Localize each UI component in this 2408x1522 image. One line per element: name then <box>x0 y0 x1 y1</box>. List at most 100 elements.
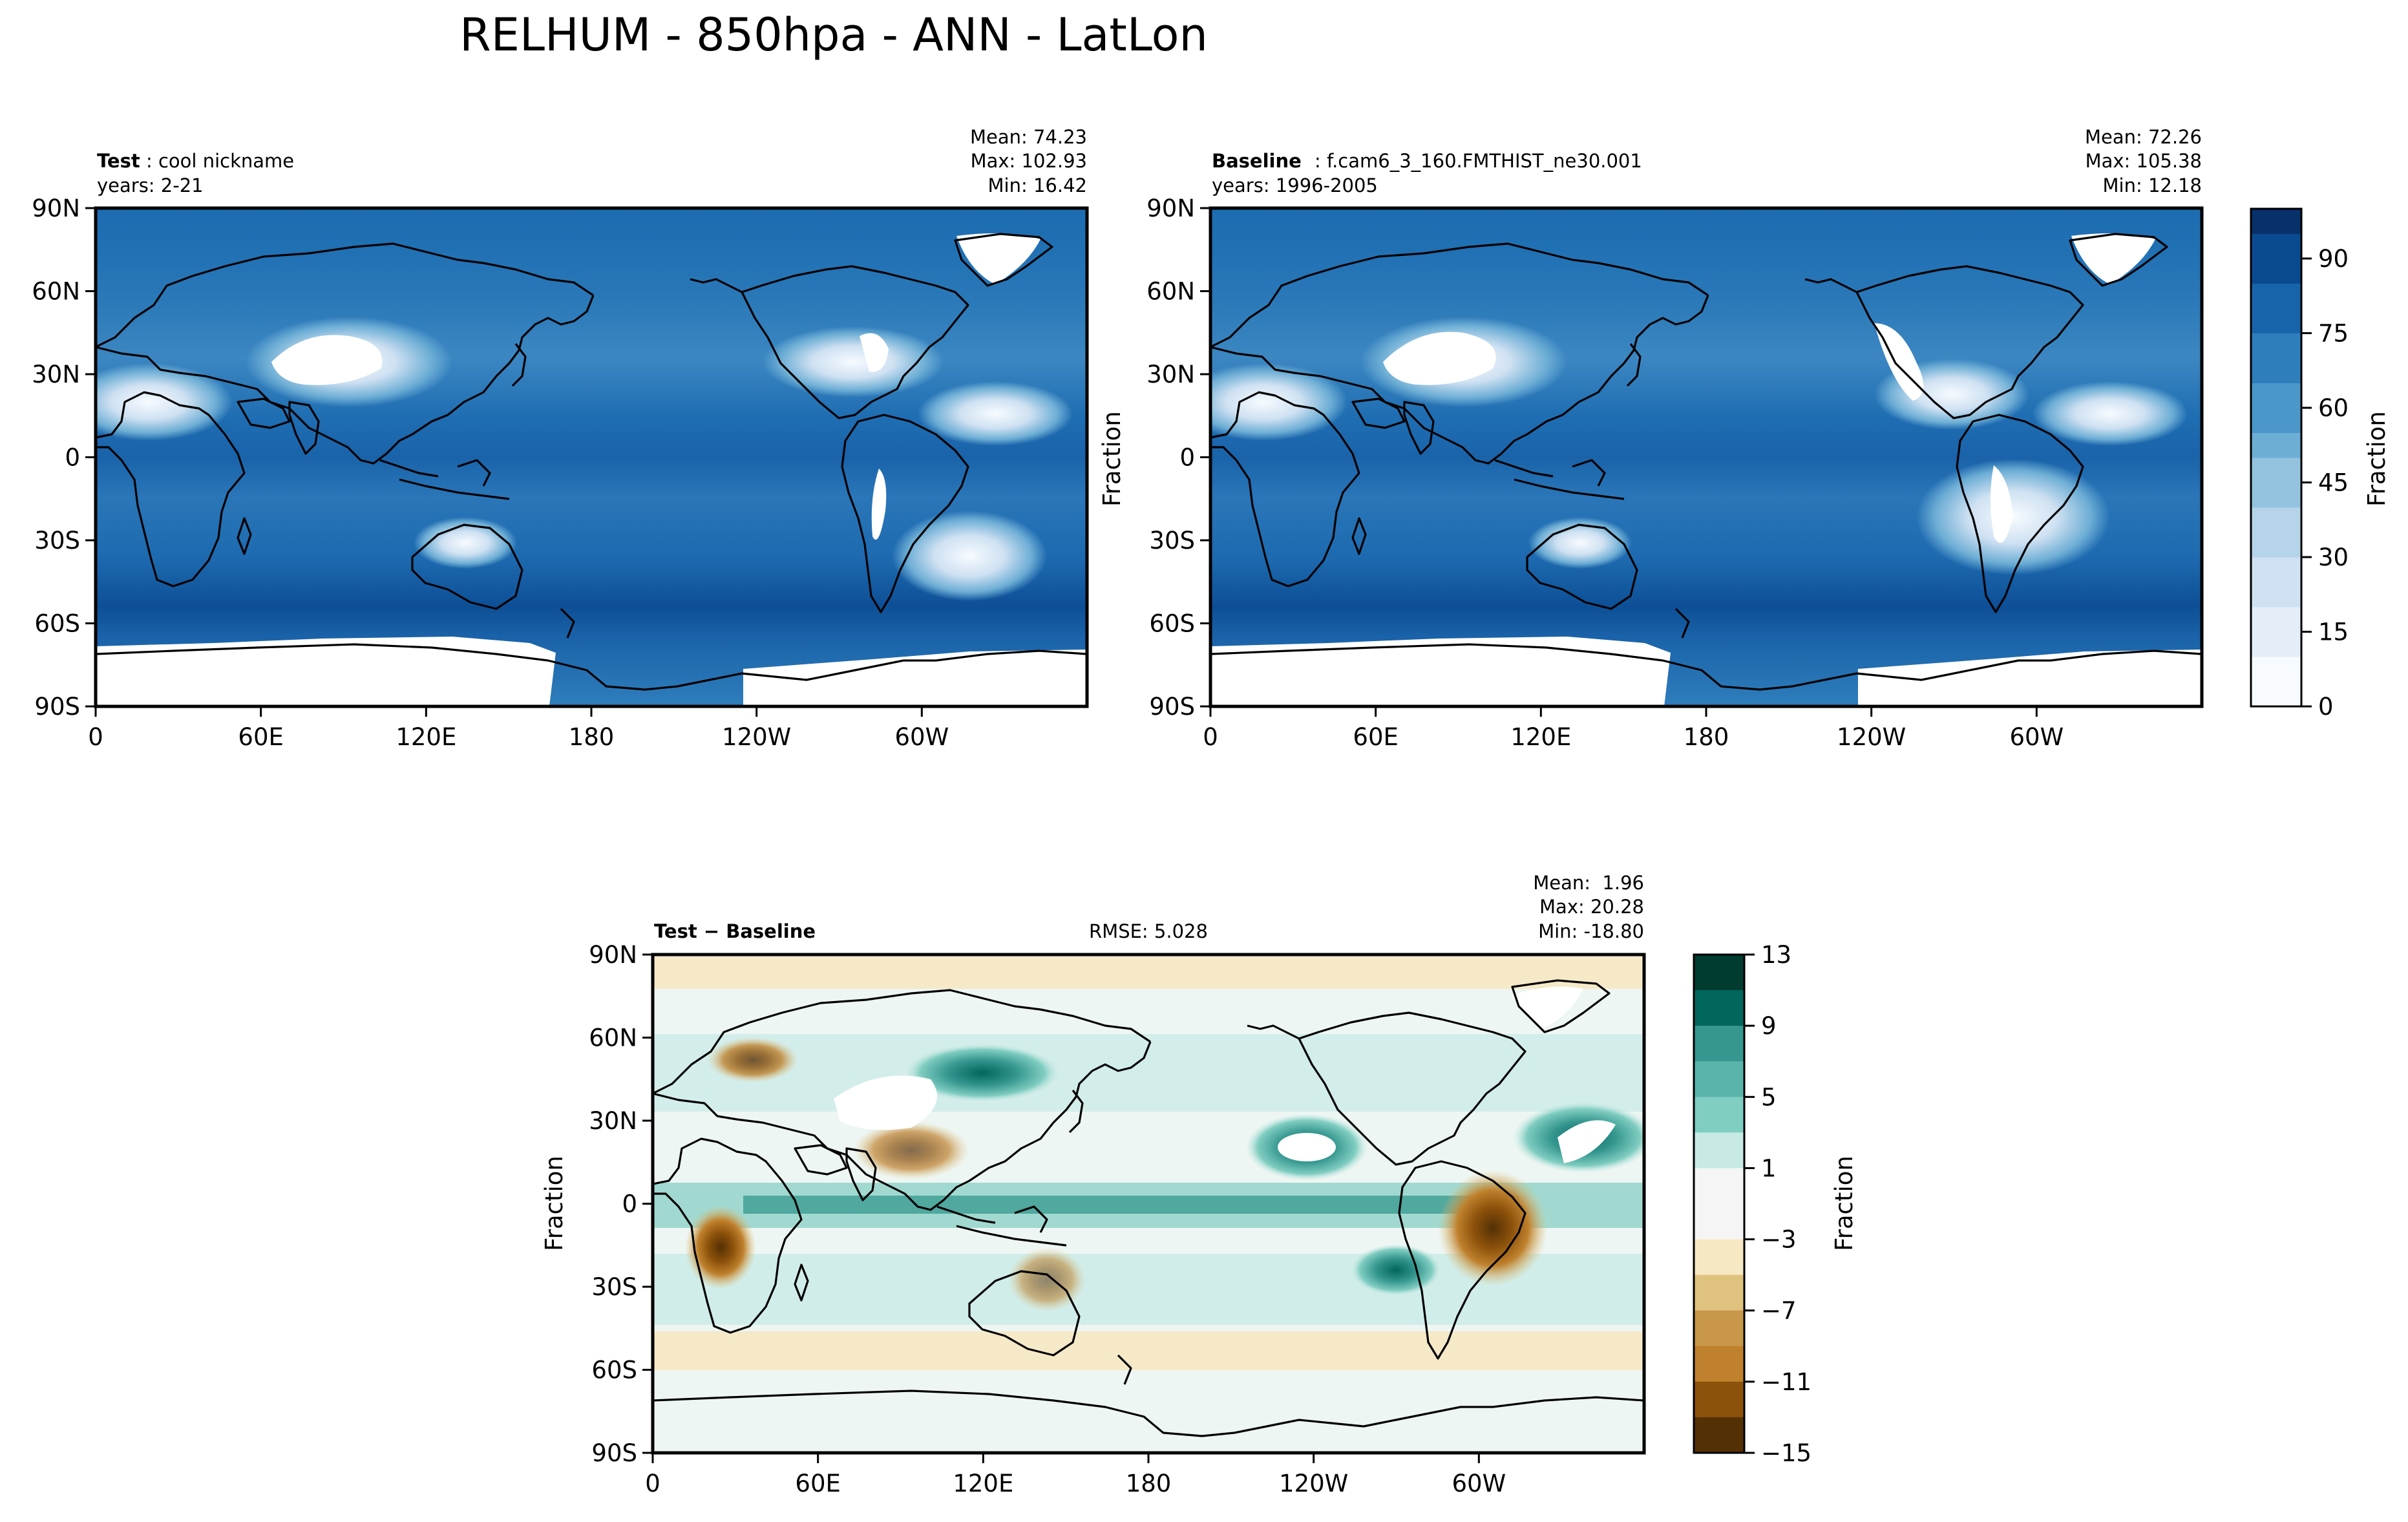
colorbar-brbg-level <box>1694 1061 1744 1097</box>
difference-stat-mean: Mean: 1.96 <box>1533 872 1644 894</box>
x-tick-label: 180 <box>1126 1470 1172 1497</box>
x-tick-label: 120E <box>1510 723 1571 751</box>
colorbar-brbg-level <box>1694 955 1744 991</box>
colorbar-brbg-level <box>1694 1203 1744 1240</box>
colorbar-brbg-tick-label: −3 <box>1761 1226 1797 1254</box>
colorbar-blues-tick-label: 45 <box>2318 469 2349 497</box>
colorbar-brbg-level <box>1694 1310 1744 1347</box>
colorbar-blues-tick-label: 75 <box>2318 320 2349 348</box>
colorbar-brbg-level <box>1694 1274 1744 1311</box>
colorbar-blues-level <box>2251 408 2301 433</box>
colorbar-blues-tick-label: 30 <box>2318 544 2349 571</box>
baseline-stat-min: Min: 12.18 <box>2103 174 2202 196</box>
colorbar-blues-level <box>2251 233 2301 259</box>
baseline-label-bold: Baseline <box>1212 150 1302 172</box>
colorbar-blues-level <box>2251 657 2301 682</box>
colorbar-blues-level <box>2251 383 2301 408</box>
test-years: years: 2-21 <box>97 174 204 196</box>
difference-rmse: RMSE: 5.028 <box>1089 920 1208 942</box>
colorbar-blues-level <box>2251 532 2301 558</box>
colorbar-blues-level <box>2251 432 2301 458</box>
y-tick-label: 0 <box>1179 444 1195 472</box>
y-tick-label: 60S <box>591 1357 637 1384</box>
colorbar-blues-tick-label: 90 <box>2318 245 2349 273</box>
colorbar-blues-level <box>2251 681 2301 707</box>
y-tick-label: 90N <box>32 195 80 222</box>
y-tick-label: 0 <box>65 444 80 472</box>
test-stat-mean: Mean: 74.23 <box>970 126 1087 148</box>
y-tick-label: 30N <box>589 1107 637 1135</box>
baseline-stat-mean: Mean: 72.26 <box>2085 126 2202 148</box>
colorbar-blues-tick-label: 60 <box>2318 394 2349 422</box>
y-tick-label: 90N <box>1146 195 1195 222</box>
difference-ylabel: Fraction <box>540 1156 568 1251</box>
colorbar-blues-level <box>2251 607 2301 632</box>
x-tick-label: 0 <box>645 1470 660 1497</box>
colorbar-brbg-level <box>1694 1381 1744 1418</box>
colorbar-blues-level <box>2251 259 2301 284</box>
test-stat-max: Max: 102.93 <box>971 150 1087 172</box>
y-tick-label: 30N <box>32 361 80 388</box>
colorbar-brbg-tick-label: −7 <box>1761 1297 1797 1325</box>
y-tick-label: 30S <box>34 527 80 555</box>
colorbar-brbg-tick-label: −15 <box>1761 1439 1811 1467</box>
colorbar-blues-level <box>2251 209 2301 234</box>
y-tick-label: 90N <box>589 941 637 969</box>
colorbar-brbg-level <box>1694 1168 1744 1204</box>
difference-stat-min: Min: -18.80 <box>1538 920 1644 942</box>
x-tick-label: 60W <box>894 723 949 751</box>
baseline-ylabel: Fraction <box>1098 411 1126 507</box>
y-tick-label: 30N <box>1146 361 1195 388</box>
panel-difference: Test − Baseline RMSE: 5.028 Mean: 1.96 M… <box>540 872 1646 1497</box>
x-tick-label: 0 <box>1203 723 1218 751</box>
y-tick-label: 0 <box>622 1190 637 1218</box>
x-tick-label: 60E <box>1353 723 1398 751</box>
y-tick-label: 60N <box>32 278 80 306</box>
x-tick-label: 120W <box>722 723 791 751</box>
test-label-bold: Test <box>97 150 140 172</box>
colorbar-blues-level <box>2251 507 2301 533</box>
panel-test: Test : cool nickname years: 2-21 Mean: 7… <box>32 126 1089 751</box>
x-tick-label: 120E <box>953 1470 1013 1497</box>
colorbar-brbg-level <box>1694 1132 1744 1168</box>
baseline-stat-max: Max: 105.38 <box>2086 150 2202 172</box>
x-tick-label: 120W <box>1837 723 1906 751</box>
colorbar-brbg-level <box>1694 1097 1744 1133</box>
colorbar-blues-tick-label: 0 <box>2318 693 2334 721</box>
test-stat-min: Min: 16.42 <box>988 174 1087 196</box>
colorbar-blues-level <box>2251 458 2301 483</box>
colorbar-blues-label: Fraction <box>2363 411 2391 507</box>
x-tick-label: 60E <box>795 1470 840 1497</box>
colorbar-brbg-tick-label: 1 <box>1761 1154 1777 1182</box>
colorbar-blues-level <box>2251 582 2301 608</box>
x-tick-label: 120E <box>396 723 456 751</box>
y-tick-label: 30S <box>591 1273 637 1301</box>
colorbar-blues-level <box>2251 308 2301 333</box>
colorbar-brbg-level <box>1694 990 1744 1026</box>
colorbar-brbg-level <box>1694 1026 1744 1062</box>
colorbar-blues-level <box>2251 283 2301 309</box>
y-tick-label: 90S <box>34 693 80 721</box>
colorbar-blues: 0 15 30 45 60 75 90 Fraction <box>2250 207 2391 721</box>
x-tick-label: 120W <box>1279 1470 1348 1497</box>
baseline-field <box>1210 208 2202 706</box>
colorbar-blues-tick-label: 15 <box>2318 618 2349 646</box>
colorbar-blues-level <box>2251 482 2301 508</box>
x-tick-label: 60W <box>2009 723 2064 751</box>
figure-title: RELHUM - 850hpa - ANN - LatLon <box>459 8 1208 61</box>
baseline-years: years: 1996-2005 <box>1212 174 1378 196</box>
x-tick-label: 60E <box>238 723 283 751</box>
colorbar-brbg-tick-label: 5 <box>1761 1083 1777 1111</box>
y-tick-label: 60N <box>589 1024 637 1052</box>
x-tick-label: 60W <box>1452 1470 1506 1497</box>
colorbar-brbg-level <box>1694 1239 1744 1276</box>
y-tick-label: 90S <box>591 1439 637 1467</box>
colorbar-brbg-tick-label: −11 <box>1761 1368 1811 1396</box>
y-tick-label: 60N <box>1146 278 1195 306</box>
colorbar-brbg-level <box>1694 1417 1744 1453</box>
colorbar-brbg-label: Fraction <box>1830 1156 1858 1251</box>
test-field <box>96 208 1087 706</box>
y-tick-label: 60S <box>34 610 80 638</box>
panel-baseline: Baseline : f.cam6_3_160.FMTHIST_ne30.001… <box>1098 126 2204 751</box>
